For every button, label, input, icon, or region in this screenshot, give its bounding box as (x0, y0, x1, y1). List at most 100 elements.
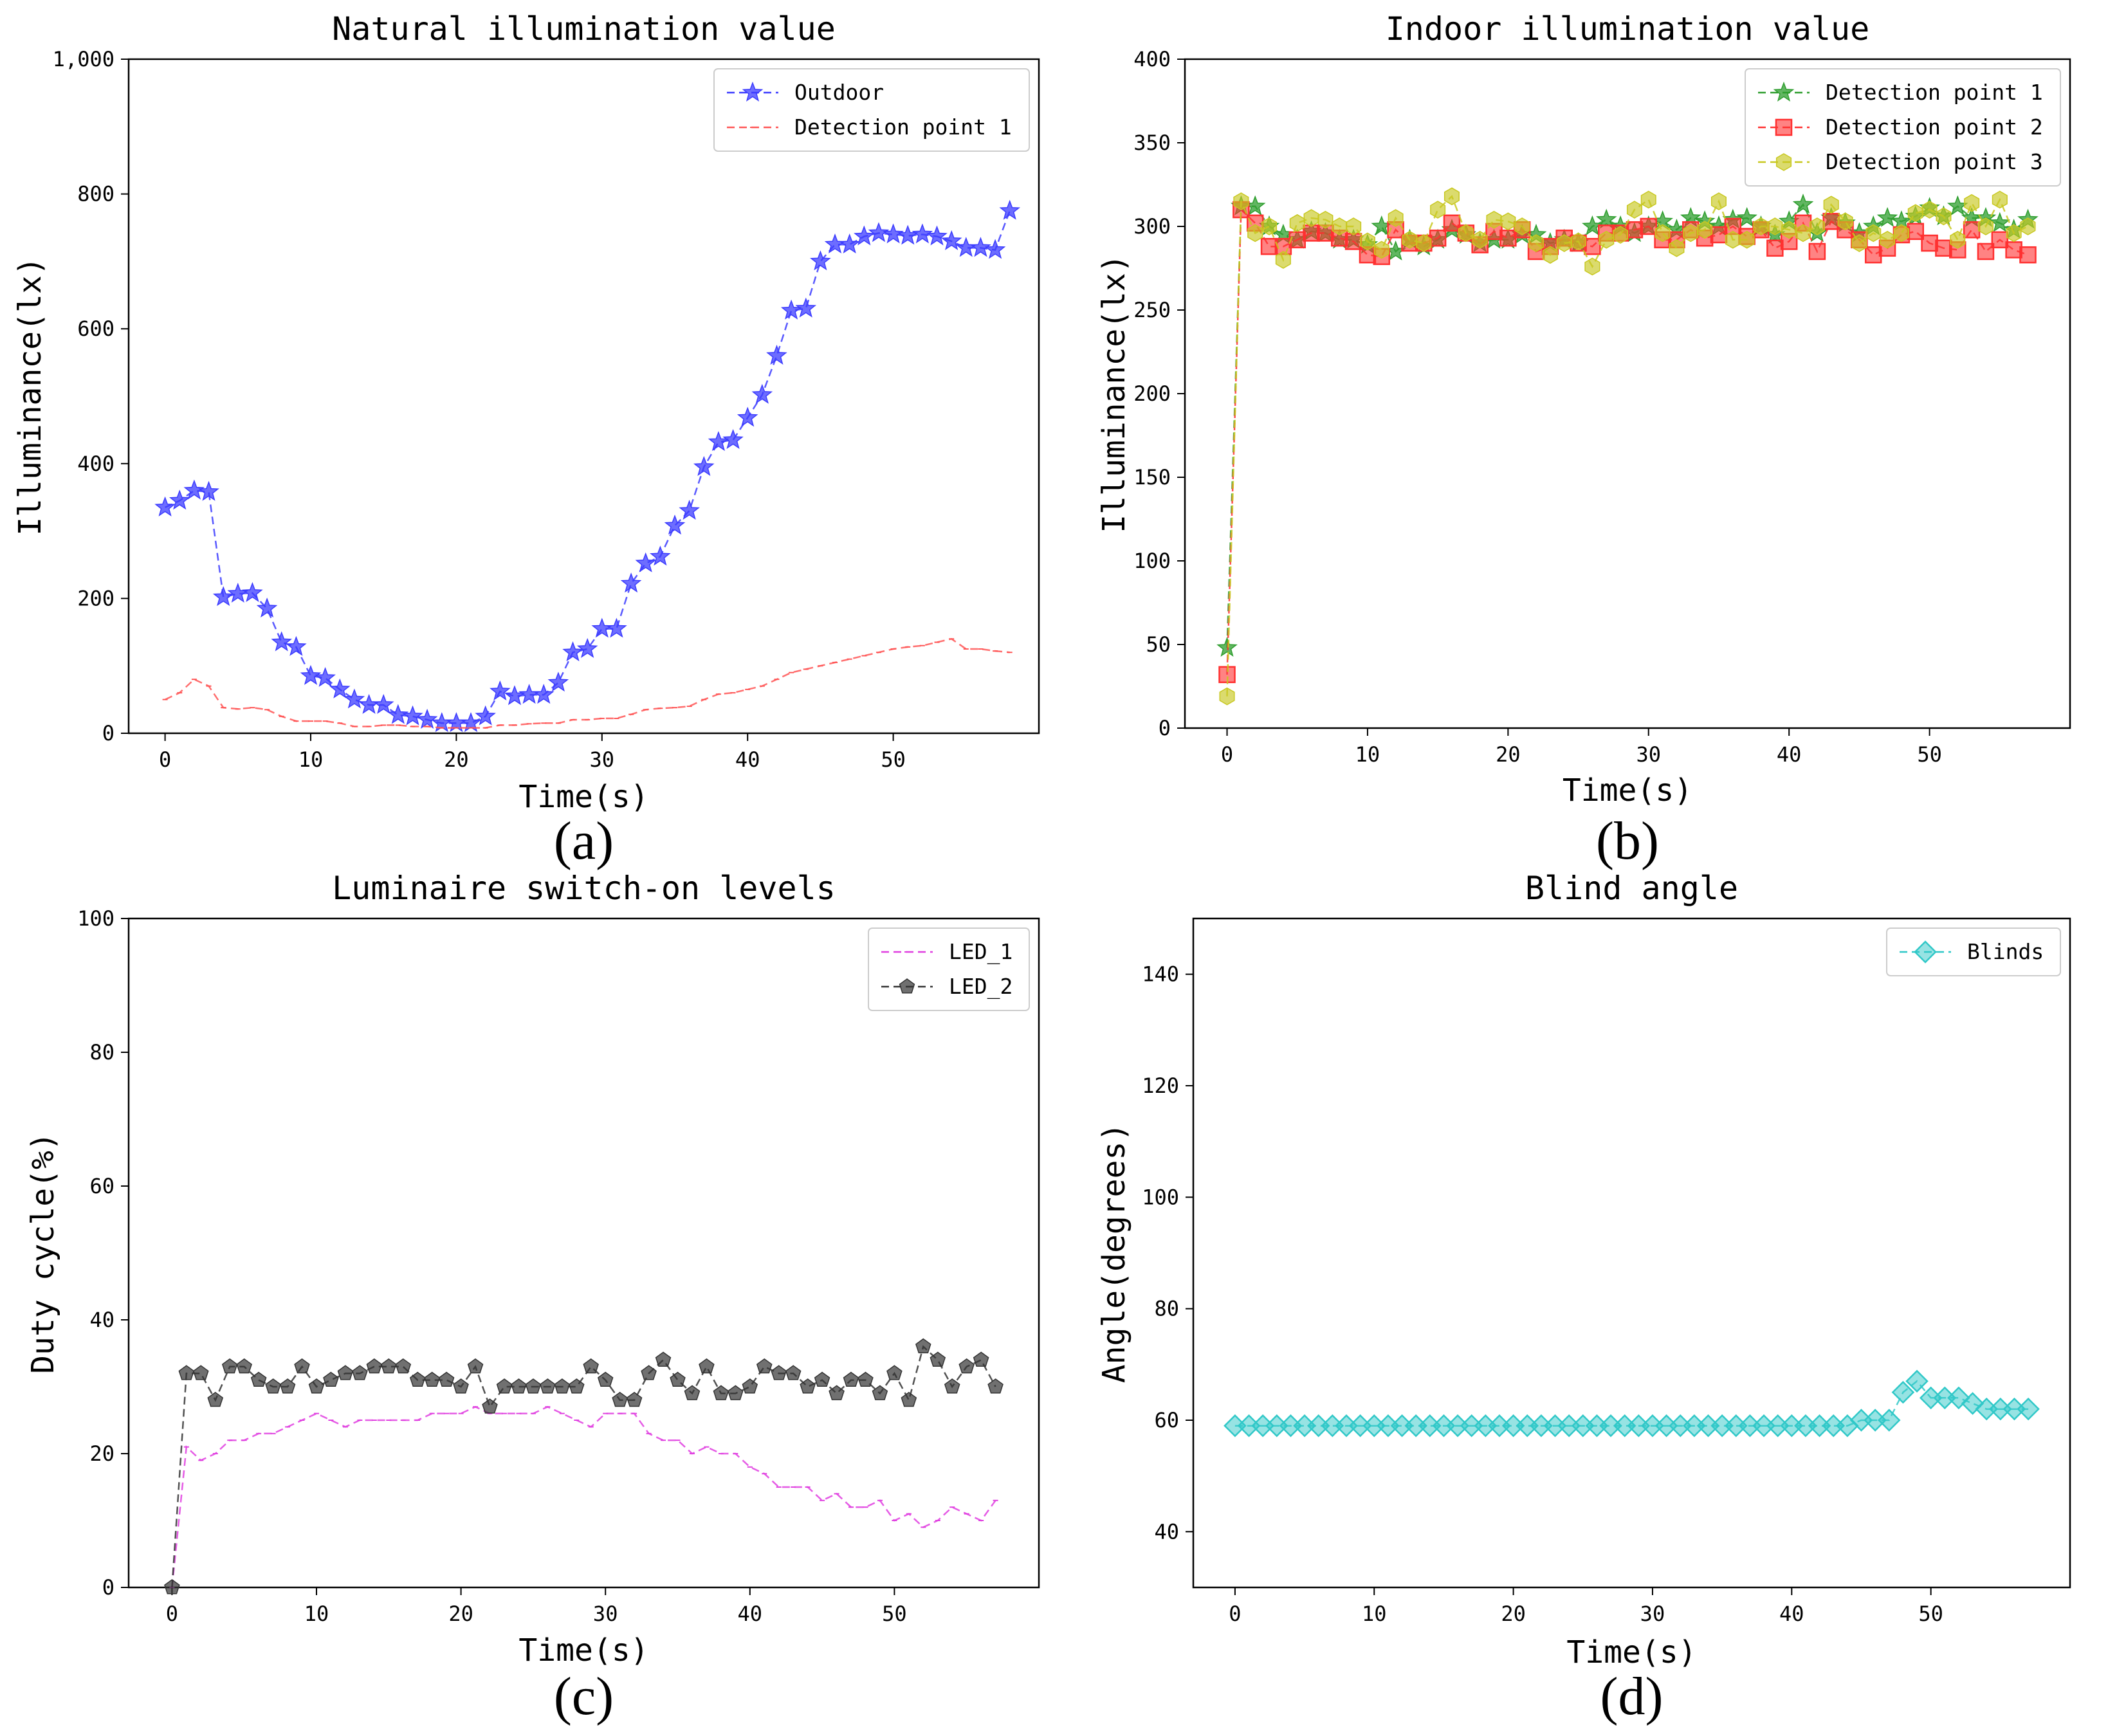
y-tick-label: 800 (77, 182, 115, 206)
data-point (693, 455, 715, 476)
data-point (154, 496, 176, 516)
y-tick-label: 1,000 (53, 47, 115, 71)
data-point (2006, 224, 2022, 242)
data-point (868, 222, 890, 242)
data-point (344, 688, 365, 709)
data-point (2020, 217, 2036, 235)
y-tick-label: 200 (77, 586, 115, 610)
legend-marker (899, 978, 915, 994)
x-tick-label: 10 (304, 1602, 329, 1626)
legend: LED_1 LED_2 (868, 927, 1030, 1011)
x-tick-label: 0 (166, 1602, 178, 1626)
data-point (1766, 239, 1784, 257)
data-point (1599, 230, 1615, 249)
x-tick-label: 20 (1496, 742, 1521, 767)
data-point (1388, 209, 1404, 227)
data-point (1767, 217, 1783, 235)
data-point (496, 1378, 513, 1394)
data-point (576, 637, 598, 658)
data-point (612, 1391, 628, 1407)
y-tick-label: 150 (1133, 465, 1171, 489)
legend-marker (1773, 81, 1795, 102)
data-point (1303, 224, 1320, 242)
plot-frame (127, 917, 1040, 1589)
x-axis-label: Time(s) (518, 779, 648, 815)
data-point (1991, 231, 2009, 249)
x-tick-label: 40 (1777, 742, 1802, 767)
data-point (713, 1385, 729, 1400)
x-tick-label: 0 (1221, 742, 1233, 767)
data-point (1964, 194, 1980, 212)
data-point (1219, 687, 1235, 706)
data-point (562, 641, 583, 662)
data-point (236, 1358, 252, 1374)
series-line (1226, 195, 2029, 697)
data-point (944, 1378, 960, 1394)
data-point (569, 1378, 585, 1394)
data-point (395, 1358, 412, 1374)
data-point (1697, 221, 1713, 239)
data-point (212, 586, 234, 607)
data-point (766, 344, 787, 365)
y-tick-label: 80 (89, 1040, 115, 1064)
data-point (323, 1371, 339, 1387)
x-tick-label: 20 (444, 747, 469, 772)
data-point (387, 704, 409, 724)
panel-label: (a) (554, 811, 614, 871)
data-point (416, 708, 438, 729)
y-tick-label: 0 (102, 1575, 115, 1600)
data-point (886, 1365, 903, 1380)
data-point (300, 664, 322, 685)
chart-title: Indoor illumination value (1386, 10, 1870, 48)
data-point (1416, 234, 1432, 252)
data-point (1921, 201, 1938, 219)
data-point (999, 199, 1021, 220)
data-point (286, 635, 307, 656)
x-tick-label: 20 (448, 1602, 473, 1626)
y-tick-label: 300 (1133, 214, 1171, 239)
data-point (1542, 246, 1558, 264)
data-point (912, 223, 933, 244)
data-point (1977, 217, 1993, 235)
series-blinds (1224, 1369, 2040, 1438)
data-point (533, 684, 554, 704)
data-point (1303, 209, 1319, 227)
data-point (814, 1371, 830, 1387)
series-led-1 (169, 1405, 998, 1588)
data-point (1809, 217, 1825, 235)
chart-a: Natural illumination value 0 10 20 30 40 50 0 20… (12, 10, 1040, 871)
y-axis-label: Illuminance(lx) (1096, 254, 1132, 533)
x-tick-label: 30 (593, 1602, 618, 1626)
data-point (824, 233, 846, 254)
series-outdoor (154, 199, 1021, 733)
legend-label: Blinds (1967, 939, 2044, 964)
data-point (771, 1365, 787, 1380)
data-point (670, 1371, 686, 1387)
data-point (490, 680, 511, 700)
data-point (780, 299, 802, 320)
y-axis-label: Duty cycle(%) (25, 1132, 61, 1374)
data-point (1595, 208, 1617, 229)
data-point (1472, 230, 1488, 249)
data-point (372, 693, 394, 714)
data-point (1556, 234, 1572, 252)
data-point (839, 233, 860, 254)
data-point (1344, 233, 1362, 250)
legend: Detection point 1 Detection point 2 Detect… (1745, 68, 2061, 187)
data-point (511, 1378, 527, 1394)
data-point (2019, 246, 2037, 264)
data-point (1613, 226, 1629, 244)
data-point (970, 237, 991, 257)
y-tick-label: 40 (1154, 1519, 1179, 1544)
legend-box (1745, 68, 2061, 187)
x-tick-label: 0 (159, 747, 171, 772)
data-point (641, 1365, 657, 1380)
y-tick-label: 200 (1133, 381, 1171, 406)
data-point (655, 1351, 672, 1367)
data-point (1640, 217, 1658, 235)
x-axis-label: Time(s) (1566, 1634, 1696, 1670)
data-point (1458, 224, 1474, 242)
data-point (409, 1371, 426, 1387)
legend-label: LED_2 (949, 974, 1013, 1000)
